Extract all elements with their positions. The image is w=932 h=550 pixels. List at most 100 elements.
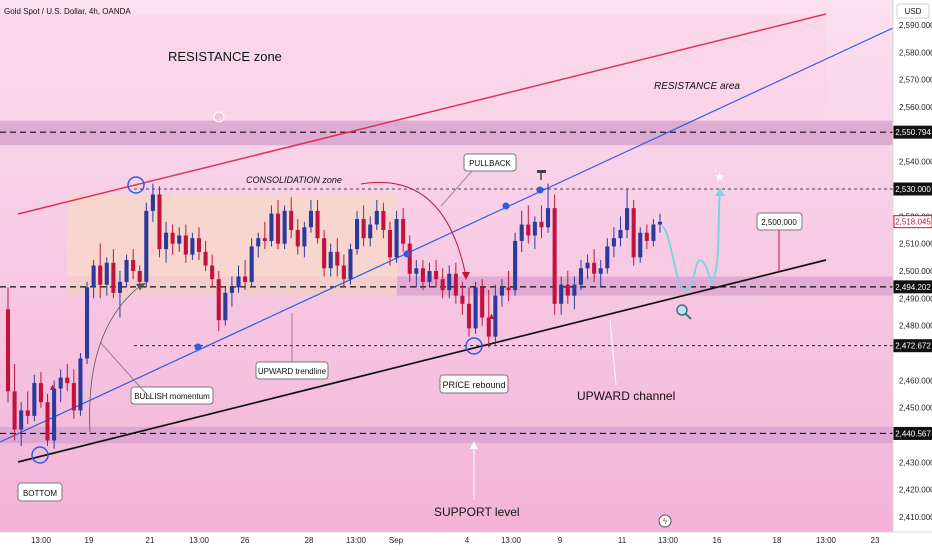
x-tick-label: 21 <box>146 536 155 545</box>
pullback-connector <box>440 170 473 207</box>
candle-body <box>460 295 465 304</box>
candle-body <box>618 230 623 239</box>
star-icon: ★ <box>714 169 726 184</box>
x-tick-label: Sep <box>389 536 404 545</box>
channel-support-line <box>17 259 827 463</box>
x-tick-label: 16 <box>713 536 722 545</box>
candle-body <box>223 292 228 321</box>
candle-body <box>275 213 281 244</box>
candle-body <box>150 194 155 211</box>
candle-body <box>183 235 188 255</box>
candle-body <box>427 271 432 282</box>
price-rebound-label: PRICE rebound <box>442 380 505 390</box>
projection-arrowhead <box>715 188 725 196</box>
candle-body <box>407 243 412 274</box>
candle-body <box>387 230 393 258</box>
candle-body <box>12 391 17 430</box>
candle-body <box>545 208 551 228</box>
price-rebound-box <box>439 374 509 394</box>
candle-body <box>262 238 267 241</box>
rocket-icon-2: ▲ <box>487 311 496 321</box>
y-tick-label: 2,500.000 <box>899 267 932 276</box>
candle-body <box>131 260 136 271</box>
candle-body <box>111 262 116 293</box>
symbol-title: Gold Spot / U.S. Dollar, 4h, OANDA <box>4 7 131 16</box>
candle-body <box>302 227 307 247</box>
candle-body <box>447 273 452 291</box>
candle-body <box>552 208 557 304</box>
candle-body <box>243 276 248 282</box>
candle-body <box>164 232 169 250</box>
x-tick-label: 13:00 <box>346 536 367 545</box>
candle-body <box>32 383 37 416</box>
candle-body <box>532 221 537 236</box>
x-tick-label: 23 <box>871 536 880 545</box>
svg-text:ϟ: ϟ <box>663 517 668 526</box>
y-tick-label: 2,460.000 <box>899 376 932 385</box>
x-tick-label: 19 <box>85 536 94 545</box>
price-badge <box>893 280 932 294</box>
lightning-icon[interactable]: ϟ <box>658 514 672 528</box>
candle-body <box>137 271 142 282</box>
price-badge-label: 2,494.202 <box>895 283 931 292</box>
target-price-label: 2,500.000 <box>761 218 797 227</box>
candle-body <box>638 232 643 258</box>
candle-body <box>282 210 287 244</box>
candle-body <box>5 309 11 392</box>
candle-body <box>177 235 182 244</box>
y-tick-label: 2,410.000 <box>899 513 932 522</box>
candle-body <box>565 284 570 296</box>
price-badge <box>893 125 932 139</box>
candle-body <box>611 238 616 247</box>
candle-body <box>19 410 24 430</box>
currency-badge[interactable] <box>896 3 930 19</box>
candle-body <box>519 224 524 241</box>
candle-body <box>269 213 274 241</box>
candle-body <box>124 260 129 282</box>
candle-body <box>256 238 261 247</box>
resistance-band <box>0 120 893 146</box>
pullback-arrowhead <box>462 272 470 280</box>
candle-body <box>104 262 109 285</box>
candle-body <box>58 377 63 389</box>
price-badge <box>893 339 932 353</box>
time-axis[interactable] <box>0 532 932 550</box>
y-tick-label: 2,480.000 <box>899 322 932 331</box>
y-tick-label: 2,430.000 <box>899 458 932 467</box>
price-badge <box>893 182 932 196</box>
upward-trendline <box>0 27 894 443</box>
candle-body <box>308 210 313 228</box>
x-tick-label: 9 <box>558 536 563 545</box>
candle-body <box>420 268 425 282</box>
pivot-top-circle <box>127 176 145 194</box>
candle-body <box>144 210 149 282</box>
candle-body <box>440 279 445 291</box>
candle-body <box>401 219 406 244</box>
candle-body <box>651 224 656 241</box>
price-axis[interactable] <box>893 0 932 532</box>
y-tick-label: 2,490.000 <box>899 294 932 303</box>
upward-channel-label: UPWARD channel <box>577 389 675 403</box>
candle-body <box>513 240 518 291</box>
candle-body <box>466 303 472 329</box>
candle-body <box>493 295 498 337</box>
candle-body <box>335 251 340 266</box>
resistance-zone-label: RESISTANCE zone <box>168 49 282 64</box>
candle-body <box>592 262 597 274</box>
x-tick-label: 13:00 <box>658 536 679 545</box>
pullback-arrow <box>360 181 467 278</box>
candle-body <box>295 230 300 247</box>
candle-body <box>25 410 30 416</box>
resistance-area-label: RESISTANCE area <box>654 81 740 92</box>
candle-body <box>348 249 353 280</box>
candle-body <box>578 268 584 285</box>
trend-point-4 <box>536 186 544 194</box>
candle-body <box>38 383 43 403</box>
candle-body <box>486 317 491 337</box>
candle-body <box>381 210 386 230</box>
y-tick-label: 2,580.000 <box>899 48 932 57</box>
x-tick-label: 28 <box>305 536 314 545</box>
x-tick-label: 13:00 <box>189 536 210 545</box>
bullish-momentum-label: BULLISH momentum <box>134 392 210 401</box>
